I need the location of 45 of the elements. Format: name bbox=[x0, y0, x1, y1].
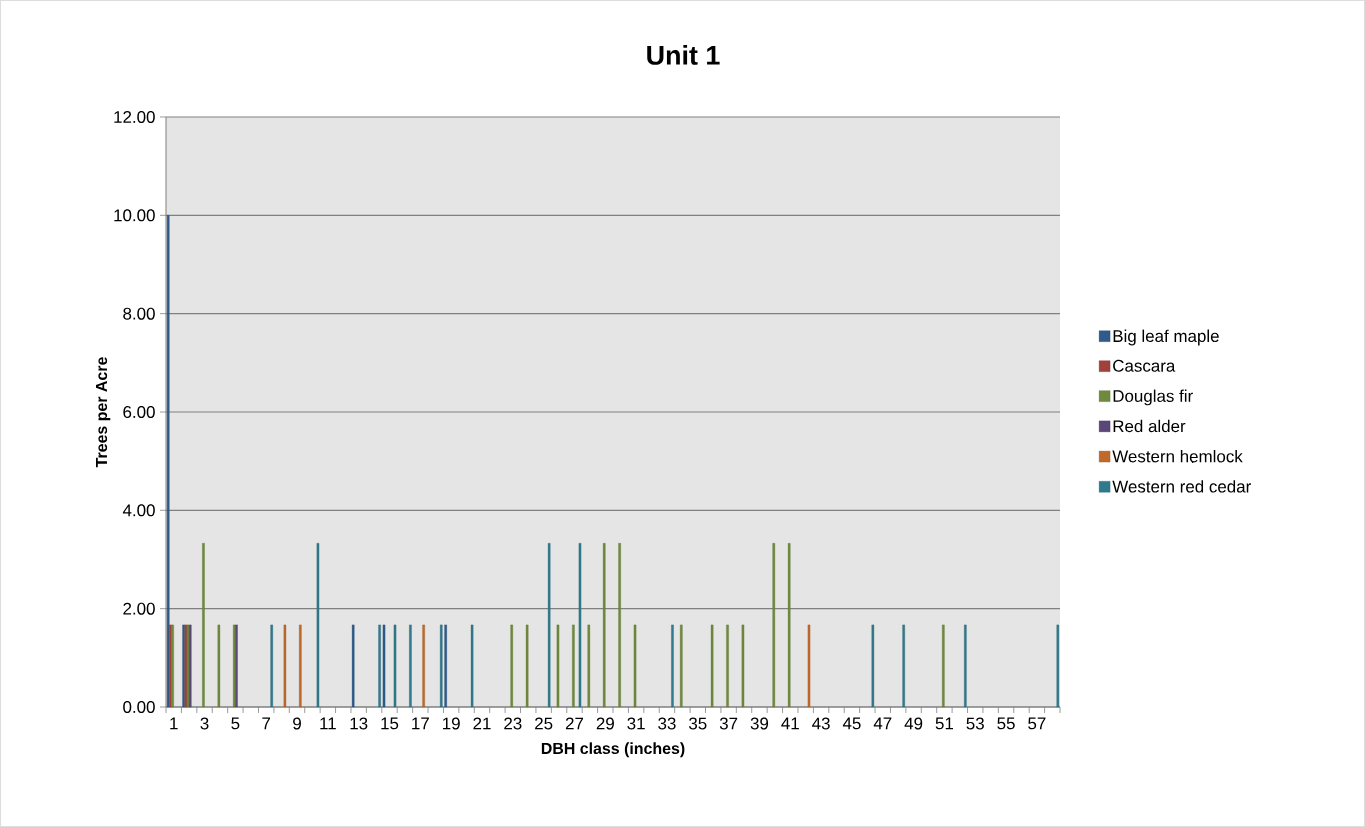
x-tick-label: 47 bbox=[873, 717, 892, 730]
y-tick-label: 4.00 bbox=[122, 504, 155, 517]
y-tick-label: 2.00 bbox=[123, 602, 155, 615]
x-tick-label: 41 bbox=[781, 717, 799, 730]
x-tick-label: 3 bbox=[200, 717, 209, 730]
y-tick-label: 12.00 bbox=[114, 110, 155, 123]
legend-label: Big leaf maple bbox=[1113, 329, 1219, 346]
x-tick-label: 11 bbox=[320, 717, 336, 730]
y-axis-title: Trees per Acre bbox=[96, 357, 111, 468]
x-tick-label: 43 bbox=[812, 717, 830, 730]
x-tick-label: 31 bbox=[627, 717, 645, 730]
chart-title: Unit 1 bbox=[647, 45, 720, 65]
legend-label: Douglas fir bbox=[1113, 389, 1193, 406]
legend-label: Red alder bbox=[1113, 419, 1186, 433]
x-tick-label: 1 bbox=[170, 717, 178, 730]
y-tick-label: 0.00 bbox=[123, 701, 155, 713]
x-tick-label: 33 bbox=[658, 717, 676, 730]
x-tick-label: 39 bbox=[750, 717, 769, 730]
x-tick-label: 15 bbox=[381, 717, 399, 730]
x-tick-label: 25 bbox=[535, 717, 553, 730]
x-tick-label: 13 bbox=[350, 717, 368, 730]
legend-label: Cascara bbox=[1113, 359, 1176, 372]
y-tick-label: 6.00 bbox=[123, 405, 155, 418]
legend-label: Western red cedar bbox=[1112, 480, 1251, 493]
legend-label: Western hemlock bbox=[1112, 449, 1243, 463]
x-tick-label: 53 bbox=[966, 717, 984, 730]
x-tick-label: 19 bbox=[443, 717, 460, 730]
x-tick-label: 23 bbox=[504, 717, 522, 730]
x-tick-label: 21 bbox=[473, 717, 491, 730]
x-tick-label: 17 bbox=[412, 717, 429, 730]
x-tick-label: 51 bbox=[935, 717, 954, 730]
x-tick-label: 45 bbox=[842, 717, 861, 730]
y-tick-label: 10.00 bbox=[114, 209, 155, 222]
x-axis-title: DBH class (inches) bbox=[541, 742, 685, 758]
x-tick-label: 5 bbox=[231, 717, 240, 730]
x-tick-label: 55 bbox=[997, 717, 1015, 730]
x-tick-label: 35 bbox=[689, 717, 707, 730]
x-tick-label: 27 bbox=[565, 717, 584, 730]
x-tick-label: 29 bbox=[596, 717, 614, 730]
y-tick-label: 8.00 bbox=[123, 307, 155, 320]
x-tick-label: 9 bbox=[293, 717, 301, 730]
x-tick-label: 57 bbox=[1028, 717, 1046, 730]
x-tick-label: 49 bbox=[904, 717, 923, 730]
x-tick-label: 7 bbox=[262, 717, 271, 730]
x-tick-label: 37 bbox=[719, 717, 738, 730]
